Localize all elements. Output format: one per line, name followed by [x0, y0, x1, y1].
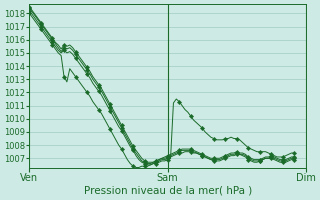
X-axis label: Pression niveau de la mer( hPa ): Pression niveau de la mer( hPa ): [84, 186, 252, 196]
